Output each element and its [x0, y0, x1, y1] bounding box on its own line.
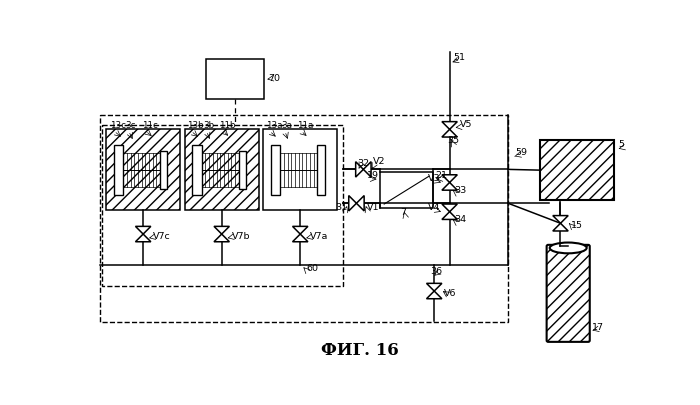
Bar — [100, 116, 508, 322]
Text: 19: 19 — [367, 171, 379, 180]
Text: V5: V5 — [460, 120, 472, 129]
Bar — [263, 130, 337, 211]
Text: 31: 31 — [335, 203, 347, 212]
Text: 35: 35 — [447, 136, 459, 145]
Text: 7: 7 — [400, 207, 407, 217]
Bar — [317, 145, 326, 195]
Text: 3c: 3c — [125, 121, 136, 130]
Bar — [102, 126, 342, 287]
Bar — [192, 145, 202, 195]
Bar — [206, 60, 264, 100]
Text: V7c: V7c — [153, 232, 171, 241]
Polygon shape — [363, 162, 371, 178]
Polygon shape — [442, 122, 457, 130]
Text: 17: 17 — [592, 322, 604, 331]
Text: 3a: 3a — [281, 121, 293, 130]
Polygon shape — [356, 196, 364, 211]
Text: V2: V2 — [373, 157, 386, 166]
Polygon shape — [135, 234, 151, 242]
Polygon shape — [426, 291, 442, 299]
Polygon shape — [293, 234, 308, 242]
Polygon shape — [293, 227, 308, 234]
Polygon shape — [214, 227, 230, 234]
Ellipse shape — [550, 243, 587, 254]
Polygon shape — [356, 162, 363, 178]
Polygon shape — [553, 216, 568, 224]
Text: 34: 34 — [454, 214, 466, 224]
Text: 21: 21 — [435, 171, 448, 180]
Text: 5: 5 — [618, 140, 624, 149]
Text: 13c: 13c — [110, 121, 126, 130]
Polygon shape — [214, 234, 230, 242]
Polygon shape — [349, 196, 356, 211]
Text: 36: 36 — [430, 266, 442, 275]
Bar — [239, 151, 246, 189]
Text: 60: 60 — [307, 264, 319, 273]
Polygon shape — [426, 284, 442, 291]
Bar — [113, 145, 123, 195]
Text: 11b: 11b — [218, 121, 235, 130]
Text: 51: 51 — [454, 53, 466, 62]
Text: V1: V1 — [367, 203, 379, 212]
Polygon shape — [553, 224, 568, 231]
Text: 3b: 3b — [203, 121, 214, 130]
Text: V7a: V7a — [310, 232, 328, 241]
Bar — [160, 151, 167, 189]
Text: V4: V4 — [428, 203, 440, 212]
Text: 11a: 11a — [297, 121, 314, 130]
Text: 33: 33 — [454, 185, 466, 194]
Bar — [540, 141, 615, 201]
Text: V6: V6 — [444, 288, 456, 297]
Polygon shape — [135, 227, 151, 234]
Text: 32: 32 — [357, 158, 370, 167]
Polygon shape — [442, 175, 457, 183]
Text: 13a: 13a — [265, 121, 282, 130]
Text: 11c: 11c — [141, 121, 158, 130]
Text: V3: V3 — [428, 174, 441, 183]
Text: 59: 59 — [515, 147, 527, 157]
Bar — [185, 130, 259, 211]
Text: 13b: 13b — [187, 121, 204, 130]
Polygon shape — [442, 130, 457, 138]
Polygon shape — [442, 183, 457, 191]
Polygon shape — [442, 212, 457, 220]
Bar — [271, 145, 280, 195]
FancyBboxPatch shape — [547, 245, 589, 342]
Bar — [106, 130, 180, 211]
Text: V7b: V7b — [232, 232, 250, 241]
Polygon shape — [442, 205, 457, 212]
Text: 70: 70 — [269, 74, 281, 83]
Bar — [380, 173, 433, 208]
Text: 15: 15 — [570, 221, 582, 230]
Text: ФИГ. 16: ФИГ. 16 — [321, 341, 399, 358]
